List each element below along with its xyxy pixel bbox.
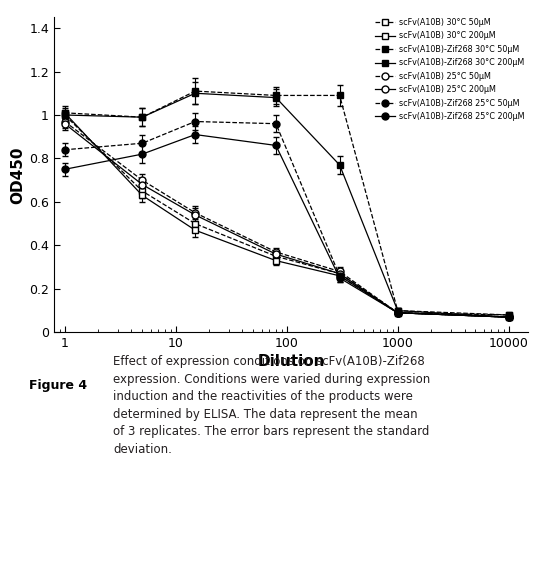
Legend: scFv(A10B) 30°C 50μM, scFv(A10B) 30°C 200μM, scFv(A10B)-Zif268 30°C 50μM, scFv(A: scFv(A10B) 30°C 50μM, scFv(A10B) 30°C 20… <box>375 18 524 121</box>
Text: Figure 4: Figure 4 <box>29 379 87 392</box>
X-axis label: Dilution: Dilution <box>257 354 325 370</box>
Text: Effect of expression conditions on scFv(A10B)-Zif268
expression. Conditions were: Effect of expression conditions on scFv(… <box>113 355 431 456</box>
Y-axis label: OD450: OD450 <box>10 146 25 203</box>
